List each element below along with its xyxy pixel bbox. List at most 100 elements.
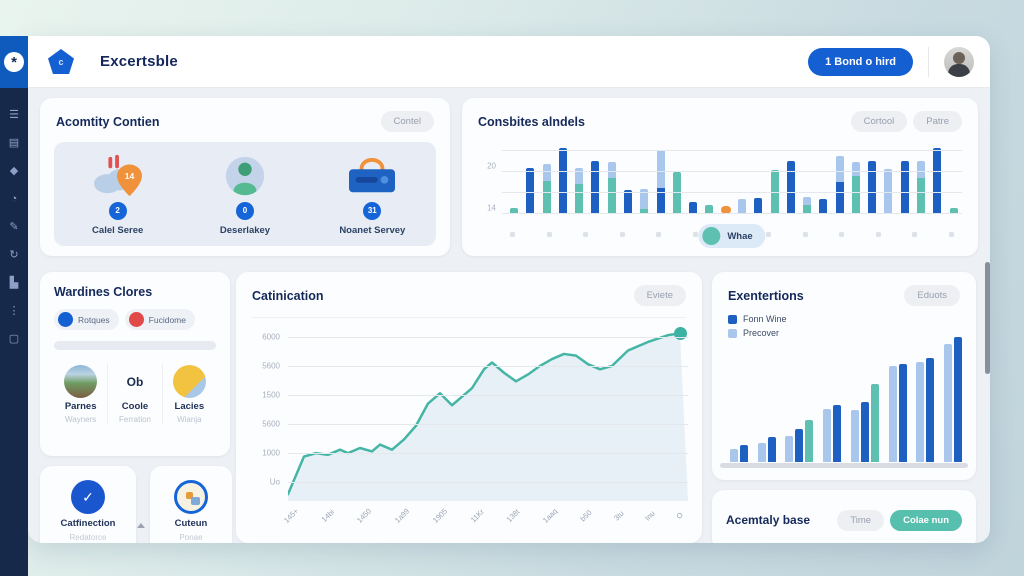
axis-dot [802, 232, 808, 237]
bar-group [850, 384, 879, 462]
app-logo[interactable]: * [0, 36, 28, 88]
gridline [502, 171, 962, 172]
header-action-button[interactable]: 1 Bond o hird [808, 47, 913, 76]
edit-icon[interactable]: ✎ [9, 221, 19, 233]
bar-group [757, 437, 776, 462]
x-axis-tick: 3tu [611, 508, 626, 523]
red-dot-icon [128, 312, 144, 327]
bar [767, 437, 776, 462]
bar [868, 161, 877, 214]
wardines-toggle-2[interactable]: Fucidome [124, 309, 195, 330]
app-window: c Excertsble 1 Bond o hird Acomtity Cont… [28, 36, 990, 543]
bar-group [823, 405, 842, 462]
bar [850, 410, 859, 462]
frame-icon[interactable]: ▢ [8, 333, 20, 345]
catinication-action-button[interactable]: Eviete [633, 285, 686, 306]
x-axis-tick: 145+ [281, 506, 301, 525]
bar [884, 169, 893, 214]
activity-panel: 14 2 Calel Seree [54, 142, 436, 246]
bar-group [916, 358, 935, 462]
bar [803, 197, 812, 214]
bar-group [943, 337, 962, 462]
bar [953, 337, 962, 462]
user-avatar[interactable] [944, 46, 974, 77]
apps-icon[interactable]: ⋮ [8, 305, 20, 317]
wardines-toggle-1[interactable]: Rotques [54, 309, 119, 330]
globe-icon[interactable]: ◔ [10, 193, 18, 205]
bar [805, 420, 814, 462]
x-axis-tick: 1905 [431, 506, 450, 525]
document-icon[interactable]: ▤ [8, 137, 20, 149]
bar [740, 445, 748, 462]
bar [510, 208, 518, 214]
activity-badge: 2 [108, 201, 127, 220]
gridline [502, 192, 962, 193]
bar [526, 168, 535, 214]
bar [933, 148, 942, 214]
legend-item: Precover [728, 328, 960, 338]
exentertions-action-button[interactable]: Eduots [904, 285, 960, 306]
acemtaly-card: Acemtaly base Time Colae nun [712, 490, 976, 543]
activity-badge: 31 [363, 201, 382, 220]
consbites-bar-chart: 20 14 [487, 146, 962, 214]
photo-avatar [64, 365, 98, 398]
axis-dot [692, 232, 698, 237]
progress-bar [54, 341, 216, 350]
x-axis-tick: O [674, 510, 685, 521]
axis-dot [839, 232, 845, 237]
activity-item[interactable]: 31 Noanet Servey [309, 142, 436, 246]
cloud-pin-icon: 14 [87, 153, 149, 199]
bar [757, 443, 766, 462]
consbites-legend[interactable]: Whae [698, 224, 766, 248]
chart-icon[interactable]: ▙ [9, 277, 19, 289]
y-axis-tick: 14 [487, 203, 496, 213]
colae-button[interactable]: Colae nun [890, 509, 962, 531]
pentagon-logo-icon[interactable]: c [48, 49, 74, 74]
x-axis-tick: Inu [643, 508, 658, 523]
bar [949, 208, 958, 214]
person-item[interactable]: Parnes Wayners [54, 363, 107, 424]
bar [835, 156, 844, 214]
person-item[interactable]: Lacies Wianja [163, 363, 216, 424]
sync-icon[interactable]: ↻ [9, 249, 19, 261]
sidebar-nav: ☰ ▤ ◆ ◔ ✎ ↻ ▙ ⋮ ▢ [0, 88, 28, 345]
y-axis-tick: 20 [487, 161, 496, 171]
blue-dot-icon [58, 312, 73, 327]
consbites-action-1[interactable]: Cortool [850, 111, 908, 132]
svg-text:14: 14 [124, 170, 134, 180]
activity-label: Calel Seree [92, 224, 144, 236]
bar [640, 189, 649, 214]
activity-item[interactable]: 14 2 Calel Seree [54, 142, 181, 246]
legend-swatch-icon [728, 328, 737, 338]
person-item[interactable]: Ob Coole Ferration [107, 363, 163, 424]
acemtaly-card-title: Acemtaly base [726, 513, 811, 527]
chevron-up-icon[interactable] [137, 523, 145, 528]
menu-icon[interactable]: ☰ [9, 109, 19, 121]
activity-item[interactable]: 0 Deserlakey [181, 142, 308, 246]
bar-group [730, 445, 748, 462]
x-axis-tick: 138t [505, 507, 522, 525]
x-axis-tick: 1aaq [541, 506, 560, 525]
axis-dot [656, 232, 662, 237]
time-button[interactable]: Time [837, 509, 885, 531]
check-icon: ✓ [71, 480, 105, 514]
bookmark-icon[interactable]: ◆ [9, 165, 19, 177]
y-axis-tick: Uo [269, 477, 280, 487]
custom-card[interactable]: Cuteun Ponae [150, 466, 232, 543]
activity-action-button[interactable]: Contel [380, 111, 434, 132]
bar [720, 206, 731, 214]
x-axis-tick: b50 [578, 508, 594, 524]
bar [943, 344, 952, 462]
activity-card-title: Acomtity Contien [56, 114, 160, 129]
activity-label: Noanet Servey [339, 224, 406, 236]
consbites-action-2[interactable]: Patre [913, 111, 962, 132]
wardines-card-title: Wardines Clores [54, 285, 153, 299]
person-icon [222, 153, 268, 199]
x-axis-tick: 1a99 [393, 506, 412, 525]
chart-baseline [720, 463, 968, 468]
confirmation-card[interactable]: ✓ Catfinection Redatorce [40, 466, 136, 543]
bar [689, 202, 698, 214]
scrollbar[interactable] [985, 262, 990, 374]
consbites-card-title: Consbites alndels [478, 114, 585, 129]
